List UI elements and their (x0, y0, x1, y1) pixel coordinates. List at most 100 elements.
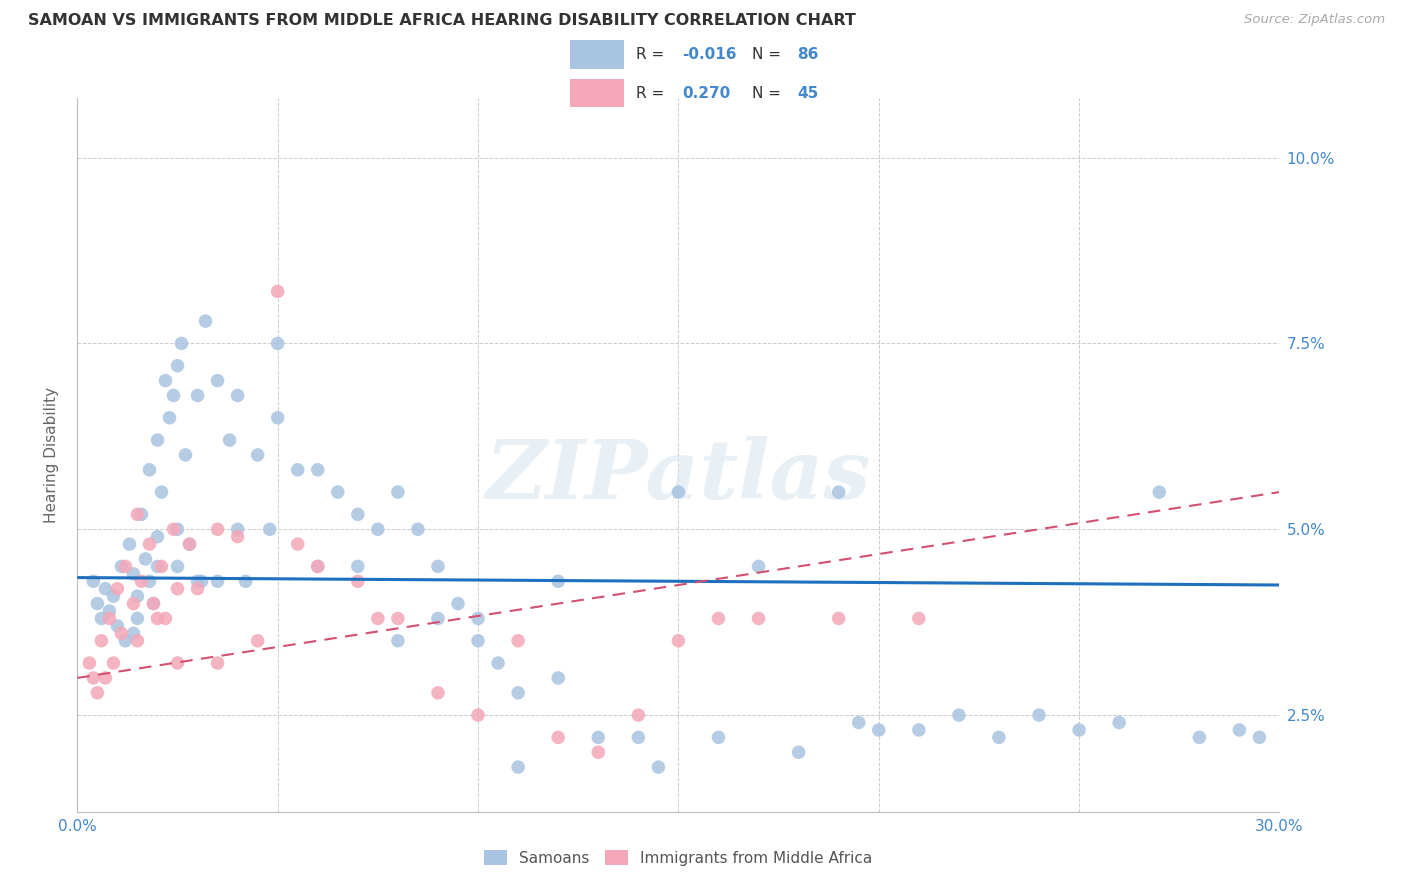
Point (179, 537, 201, 551)
Point (103, 589, 125, 603)
Point (467, 708, 489, 723)
Point (166, 359, 188, 373)
Point (127, 633, 149, 648)
Point (146, 433, 169, 447)
Point (1028, 708, 1050, 723)
Point (170, 336, 193, 351)
Point (98, 604, 121, 618)
Point (668, 633, 690, 648)
Point (142, 597, 165, 611)
Point (668, 485, 690, 500)
Point (138, 537, 160, 551)
Point (547, 731, 569, 745)
Point (828, 485, 851, 500)
Point (207, 522, 229, 536)
Point (267, 285, 290, 299)
Point (155, 374, 177, 388)
Point (486, 656, 509, 670)
Point (868, 723, 890, 737)
Point (347, 559, 370, 574)
Point (187, 574, 209, 589)
Point (627, 708, 650, 723)
Point (127, 589, 149, 603)
Point (110, 626, 132, 640)
Point (287, 537, 309, 551)
Point (122, 566, 145, 581)
Point (467, 633, 489, 648)
Point (166, 582, 188, 596)
Point (127, 611, 149, 625)
Bar (571, 40, 624, 69)
Point (107, 582, 129, 596)
Point (406, 522, 429, 536)
Point (187, 582, 209, 596)
Point (86, 597, 108, 611)
Point (127, 508, 149, 522)
Point (110, 559, 132, 574)
Point (447, 597, 470, 611)
Text: ZIPatlas: ZIPatlas (485, 436, 872, 516)
Point (134, 552, 156, 566)
Point (307, 463, 329, 477)
Point (98, 611, 121, 625)
Point (508, 686, 530, 700)
Point (207, 374, 229, 388)
Point (131, 574, 153, 589)
Point (267, 410, 290, 425)
Text: SAMOAN VS IMMIGRANTS FROM MIDDLE AFRICA HEARING DISABILITY CORRELATION CHART: SAMOAN VS IMMIGRANTS FROM MIDDLE AFRICA … (28, 13, 856, 29)
Point (138, 574, 160, 589)
Point (367, 522, 389, 536)
Point (908, 723, 931, 737)
Point (226, 522, 249, 536)
Point (787, 745, 810, 759)
Point (427, 686, 450, 700)
Point (246, 448, 269, 462)
Point (588, 731, 610, 745)
Point (347, 508, 370, 522)
Point (1188, 731, 1211, 745)
Point (235, 574, 257, 589)
Point (547, 671, 569, 685)
Point (162, 388, 184, 402)
Point (347, 574, 370, 589)
Point (174, 448, 197, 462)
Point (90, 633, 112, 648)
Point (218, 433, 240, 447)
Point (307, 559, 329, 574)
Point (547, 574, 569, 589)
Text: N =: N = (752, 86, 786, 101)
Point (166, 559, 188, 574)
Point (508, 760, 530, 774)
Point (748, 611, 770, 625)
Point (326, 485, 349, 500)
Point (179, 537, 201, 551)
Point (146, 530, 169, 544)
Point (114, 633, 136, 648)
Point (155, 611, 177, 625)
Point (627, 731, 650, 745)
Text: 0.270: 0.270 (682, 86, 731, 101)
Point (367, 611, 389, 625)
Text: Source: ZipAtlas.com: Source: ZipAtlas.com (1244, 13, 1385, 27)
Point (190, 574, 212, 589)
Text: R =: R = (636, 86, 669, 101)
Point (1108, 715, 1130, 730)
Point (1149, 485, 1171, 500)
Point (707, 611, 730, 625)
Point (908, 611, 931, 625)
Point (427, 611, 450, 625)
Bar (571, 78, 624, 108)
Point (118, 537, 141, 551)
Point (103, 656, 125, 670)
Text: N =: N = (752, 46, 786, 62)
Text: -0.016: -0.016 (682, 46, 737, 62)
Point (988, 731, 1011, 745)
Point (387, 611, 409, 625)
Text: 45: 45 (797, 86, 818, 101)
Point (146, 611, 169, 625)
Point (246, 633, 269, 648)
Y-axis label: Hearing Disability: Hearing Disability (44, 387, 59, 523)
Point (207, 656, 229, 670)
Point (166, 522, 188, 536)
Point (94, 582, 117, 596)
